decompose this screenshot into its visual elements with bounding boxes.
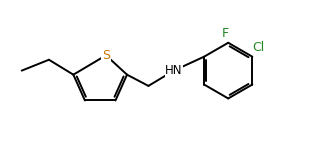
Text: Cl: Cl xyxy=(252,41,265,54)
Text: F: F xyxy=(221,27,228,40)
Text: S: S xyxy=(102,49,110,62)
Text: HN: HN xyxy=(165,64,183,77)
